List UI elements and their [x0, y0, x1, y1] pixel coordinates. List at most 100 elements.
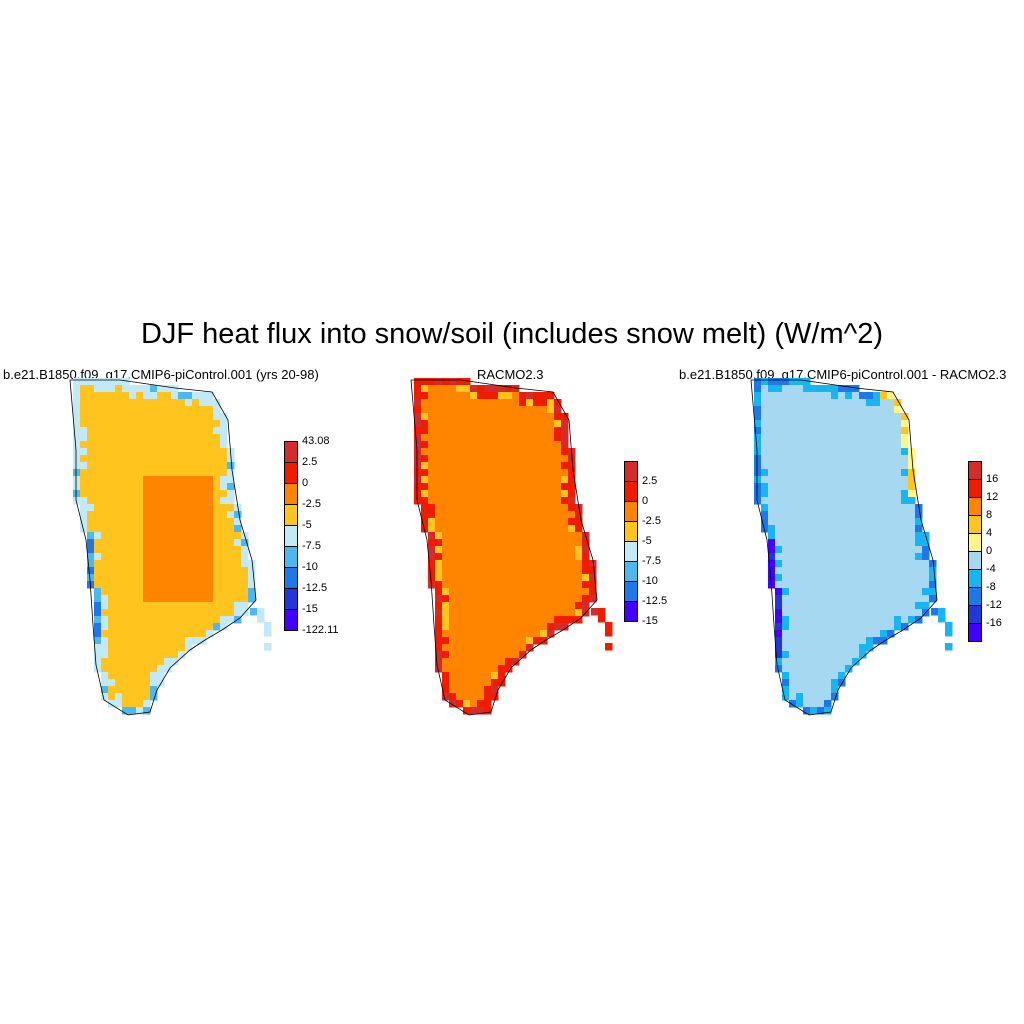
- grid-cell: [901, 434, 909, 442]
- grid-cell: [754, 483, 762, 491]
- grid-cell: [136, 630, 144, 638]
- grid-cell: [526, 497, 534, 505]
- grid-cell: [178, 581, 186, 589]
- grid-cell: [80, 504, 88, 512]
- grid-cell: [143, 616, 151, 624]
- grid-cell: [901, 469, 909, 477]
- grid-cell: [852, 441, 860, 449]
- grid-cell: [859, 609, 867, 617]
- grid-cell: [456, 427, 464, 435]
- grid-cell: [803, 462, 811, 470]
- grid-cell: [463, 630, 471, 638]
- grid-cell: [435, 399, 443, 407]
- grid-cell: [414, 497, 422, 505]
- grid-cell: [101, 406, 109, 414]
- grid-cell: [810, 511, 818, 519]
- grid-cell: [241, 546, 249, 554]
- grid-cell: [463, 602, 471, 610]
- grid-cell: [449, 420, 457, 428]
- grid-cell: [80, 392, 88, 400]
- grid-cell: [782, 441, 790, 449]
- grid-cell: [824, 483, 832, 491]
- grid-cell: [831, 385, 839, 393]
- grid-cell: [108, 581, 116, 589]
- grid-cell: [171, 560, 179, 568]
- grid-cell: [817, 553, 825, 561]
- grid-cell: [796, 385, 804, 393]
- grid-cell: [803, 686, 811, 694]
- grid-cell: [533, 476, 541, 484]
- grid-cell: [887, 630, 895, 638]
- grid-cell: [845, 420, 853, 428]
- grid-cell: [915, 567, 923, 575]
- grid-cell: [533, 455, 541, 463]
- grid-cell: [80, 525, 88, 533]
- grid-cell: [945, 629, 953, 637]
- grid-cell: [414, 385, 422, 393]
- grid-cell: [873, 427, 881, 435]
- grid-cell: [908, 567, 916, 575]
- grid-cell: [115, 448, 123, 456]
- grid-cell: [782, 644, 790, 652]
- figure-title: DJF heat flux into snow/soil (includes s…: [140, 318, 884, 350]
- grid-cell: [220, 581, 228, 589]
- grid-cell: [164, 574, 172, 582]
- grid-cell: [94, 497, 102, 505]
- grid-cell: [838, 455, 846, 463]
- grid-cell: [136, 406, 144, 414]
- grid-cell: [206, 427, 214, 435]
- grid-cell: [803, 483, 811, 491]
- colorbar-label: 16: [986, 473, 999, 485]
- grid-cell: [768, 574, 776, 582]
- grid-cell: [213, 574, 221, 582]
- grid-cell: [533, 588, 541, 596]
- grid-cell: [115, 693, 123, 701]
- grid-cell: [477, 504, 485, 512]
- grid-cell: [164, 406, 172, 414]
- grid-cell: [164, 623, 172, 631]
- grid-cell: [185, 511, 193, 519]
- grid-cell: [887, 490, 895, 498]
- grid-cell: [234, 518, 242, 526]
- grid-cell: [122, 546, 130, 554]
- grid-cell: [519, 588, 527, 596]
- grid-cell: [880, 574, 888, 582]
- grid-cell: [512, 518, 520, 526]
- grid-cell: [831, 476, 839, 484]
- grid-cell: [505, 483, 513, 491]
- grid-cell: [421, 385, 429, 393]
- grid-cell: [73, 469, 81, 477]
- grid-cell: [761, 476, 769, 484]
- grid-cell: [761, 399, 769, 407]
- grid-cell: [414, 406, 422, 414]
- grid-cell: [498, 574, 506, 582]
- grid-cell: [477, 406, 485, 414]
- colorbar-swatch: [624, 521, 638, 542]
- grid-cell: [227, 553, 235, 561]
- grid-cell: [908, 483, 916, 491]
- grid-cell: [775, 518, 783, 526]
- grid-cell: [150, 427, 158, 435]
- grid-cell: [115, 595, 123, 603]
- grid-cell: [789, 448, 797, 456]
- grid-cell: [185, 420, 193, 428]
- grid-cell: [817, 420, 825, 428]
- grid-cell: [880, 518, 888, 526]
- grid-cell: [873, 560, 881, 568]
- grid-cell: [143, 707, 151, 715]
- grid-cell: [456, 700, 464, 708]
- grid-cell: [122, 665, 130, 673]
- grid-cell: [157, 553, 165, 561]
- grid-cell: [227, 525, 235, 533]
- grid-cell: [470, 581, 478, 589]
- grid-cell: [775, 490, 783, 498]
- grid-cell: [442, 560, 450, 568]
- grid-cell: [505, 490, 513, 498]
- grid-cell: [803, 413, 811, 421]
- grid-cell: [414, 469, 422, 477]
- grid-cell: [796, 462, 804, 470]
- grid-cell: [456, 399, 464, 407]
- grid-cell: [845, 588, 853, 596]
- grid-cell: [789, 511, 797, 519]
- grid-cell: [73, 455, 81, 463]
